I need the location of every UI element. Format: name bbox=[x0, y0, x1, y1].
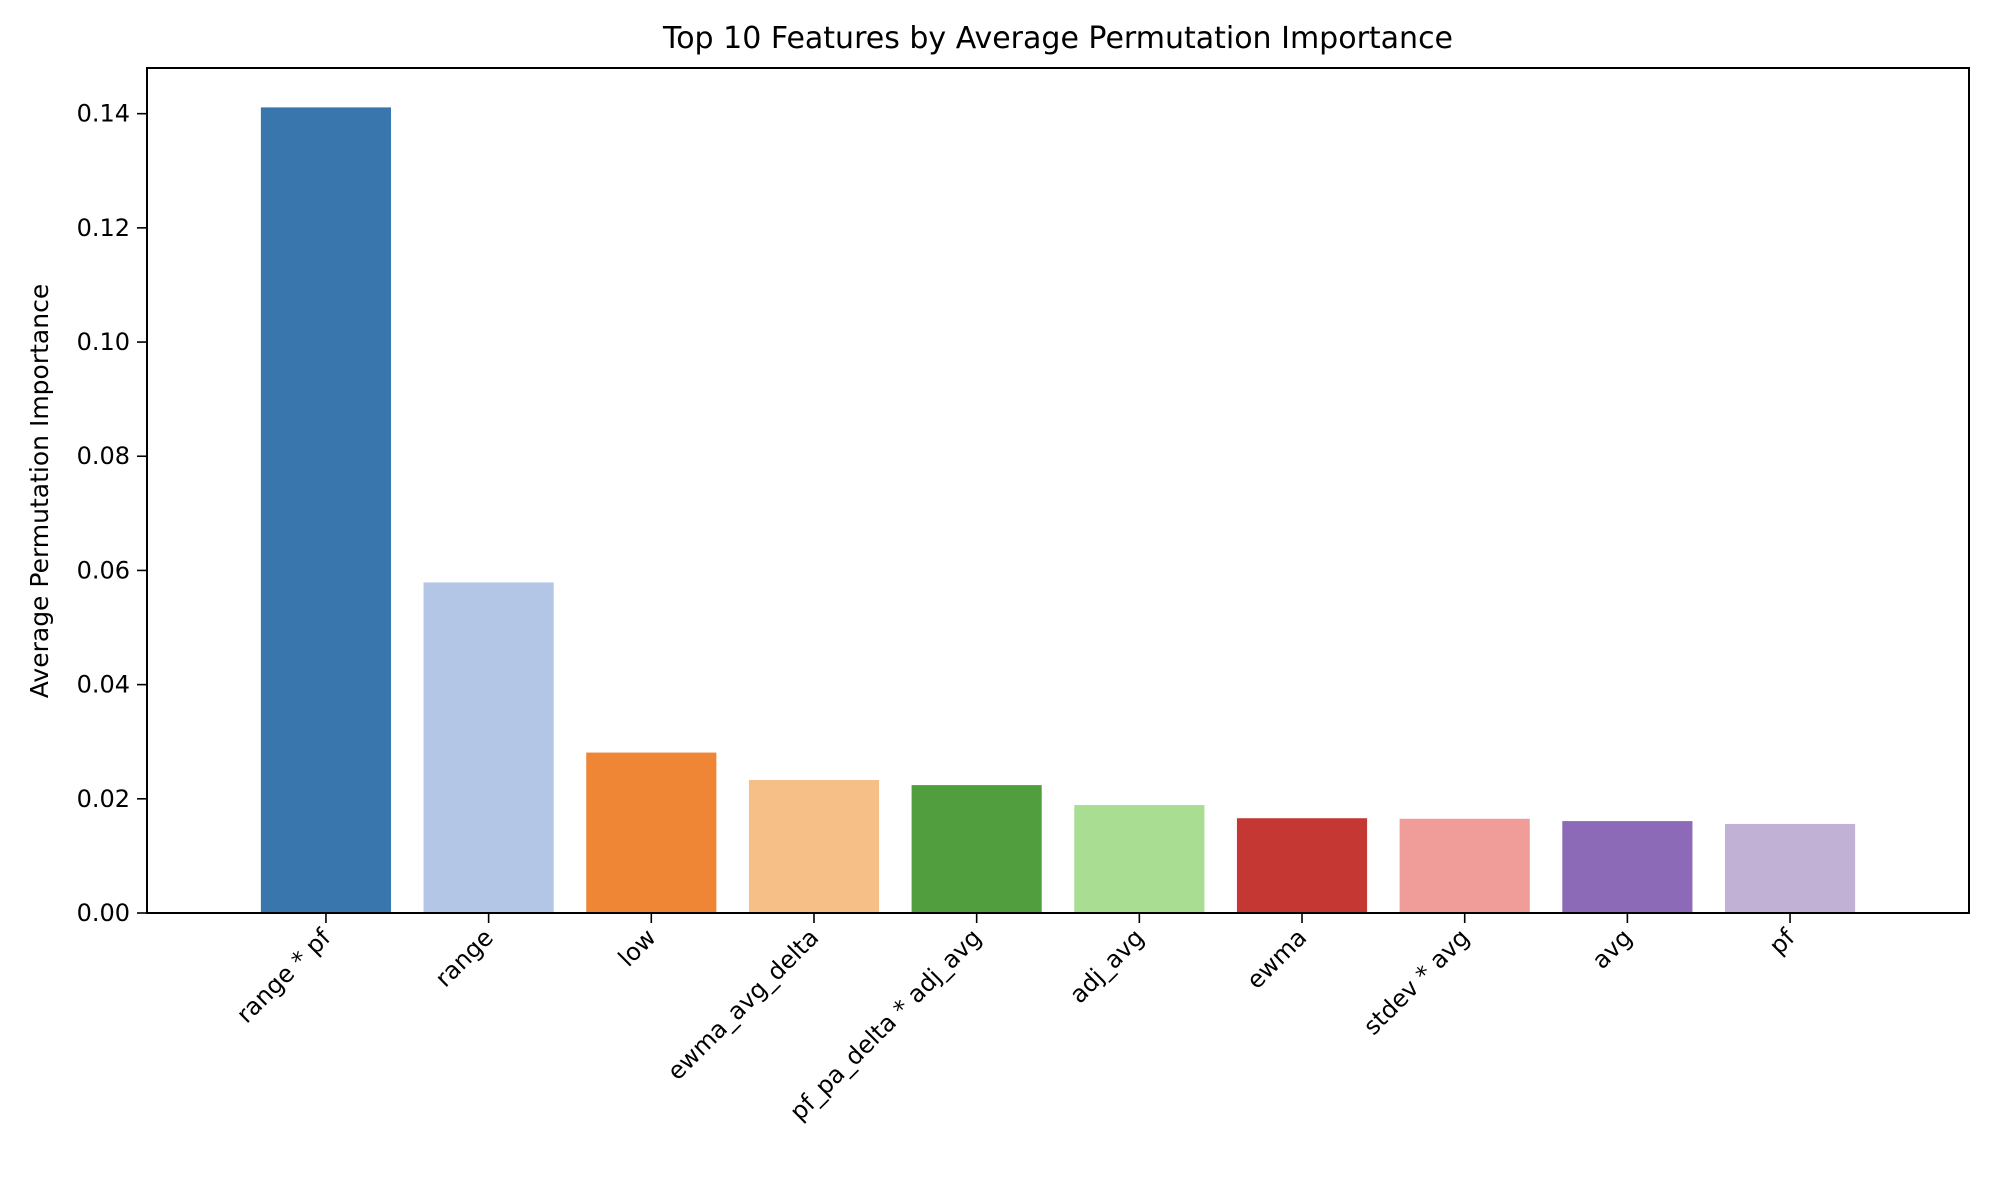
y-axis-label: Average Permutation Importance bbox=[25, 284, 54, 698]
y-tick-label: 0.10 bbox=[77, 328, 130, 356]
bar-2 bbox=[586, 752, 717, 913]
x-tick-label: avg bbox=[1587, 923, 1638, 974]
bar-6 bbox=[1236, 818, 1368, 913]
bar-5 bbox=[1074, 805, 1205, 913]
y-axis-ticks: 0.00 0.02 0.04 0.06 0.08 0.10 0.12 0.14 bbox=[77, 100, 147, 927]
bar-series bbox=[260, 107, 1856, 914]
x-tick-label: range * pf bbox=[231, 923, 337, 1029]
chart-title: Top 10 Features by Average Permutation I… bbox=[662, 21, 1453, 56]
bar-9 bbox=[1724, 823, 1856, 913]
y-tick-label: 0.00 bbox=[77, 899, 130, 927]
y-tick-label: 0.12 bbox=[77, 214, 130, 242]
x-tick-label: ewma bbox=[1241, 923, 1312, 994]
y-tick-label: 0.14 bbox=[77, 100, 130, 128]
bar-0 bbox=[260, 107, 392, 914]
x-tick-label: low bbox=[613, 923, 662, 972]
bar-1 bbox=[423, 582, 554, 913]
bar-4 bbox=[911, 785, 1042, 913]
x-tick-label: pf bbox=[1764, 923, 1801, 960]
x-axis-ticks: range * pf range low ewma_avg_deltapf_pa_de… bbox=[231, 913, 1801, 1126]
y-tick-label: 0.02 bbox=[77, 785, 130, 813]
plot-frame bbox=[146, 67, 1970, 914]
y-tick-label: 0.06 bbox=[77, 556, 130, 584]
x-tick-label: adj_avg bbox=[1064, 923, 1149, 1008]
x-tick-label: stdev * avg bbox=[1358, 923, 1475, 1040]
bar-8 bbox=[1562, 821, 1693, 913]
x-tick-label: ewma_avg_delta bbox=[662, 923, 824, 1085]
x-tick-label: range bbox=[430, 923, 499, 992]
y-tick-label: 0.04 bbox=[77, 671, 130, 699]
x-tick-label: pf_pa_delta * adj_avg bbox=[784, 923, 987, 1126]
bar-3 bbox=[748, 779, 880, 913]
bar-7 bbox=[1399, 818, 1530, 913]
y-tick-label: 0.08 bbox=[77, 442, 130, 470]
